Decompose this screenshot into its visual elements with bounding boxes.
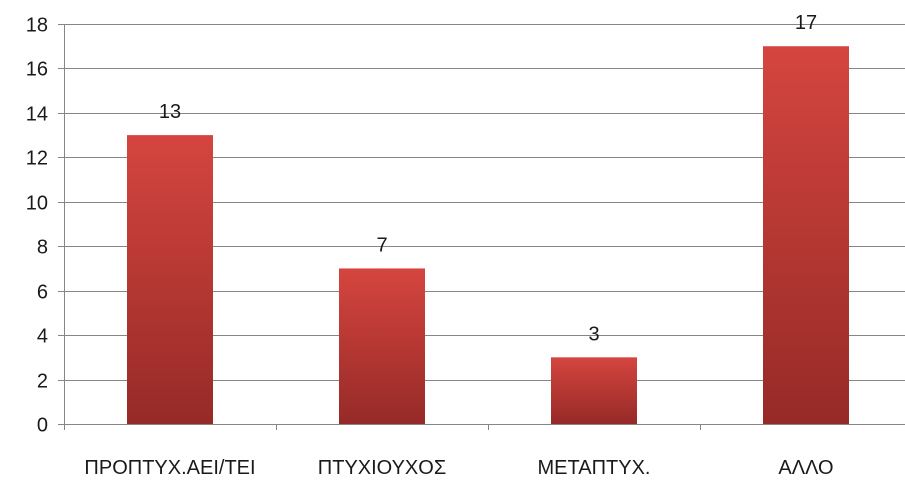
y-tick-label: 10 bbox=[26, 193, 48, 215]
y-tick-label: 16 bbox=[26, 59, 48, 81]
bars bbox=[127, 46, 849, 424]
bar bbox=[551, 357, 637, 424]
bar bbox=[763, 46, 849, 424]
labels: 13 ΠΡΟΠΤΥΧ.ΑΕΙ/ΤΕΙ 7 ΠΤΥΧΙΟΥΧΟΣ 3 ΜΕΤΑΠΤΥΧ. 17… bbox=[84, 12, 833, 479]
y-tick-label: 6 bbox=[37, 282, 48, 304]
x-tick-label: ΜΕΤΑΠΤΥΧ. bbox=[538, 457, 651, 479]
x-tick-label: ΠΡΟΠΤΥΧ.ΑΕΙ/ΤΕΙ bbox=[84, 457, 255, 479]
data-label: 13 bbox=[159, 101, 181, 123]
y-tick-label: 18 bbox=[26, 15, 48, 37]
data-label: 7 bbox=[376, 234, 387, 256]
bar bbox=[127, 135, 213, 424]
x-tick-label: ΠΤΥΧΙΟΥΧΟΣ bbox=[318, 457, 446, 479]
y-tick-label: 14 bbox=[26, 104, 48, 126]
y-tick-label: 12 bbox=[26, 148, 48, 170]
y-tick-label: 0 bbox=[37, 415, 48, 437]
data-label: 17 bbox=[795, 12, 817, 34]
y-tick-label: 4 bbox=[37, 326, 48, 348]
axes: 0 2 4 6 8 10 12 14 16 18 bbox=[26, 15, 905, 437]
y-tick-label: 8 bbox=[37, 237, 48, 259]
data-label: 3 bbox=[588, 323, 599, 345]
x-tick-label: ΑΛΛΟ bbox=[778, 457, 833, 479]
y-tick-label: 2 bbox=[37, 371, 48, 393]
bar bbox=[339, 268, 425, 424]
